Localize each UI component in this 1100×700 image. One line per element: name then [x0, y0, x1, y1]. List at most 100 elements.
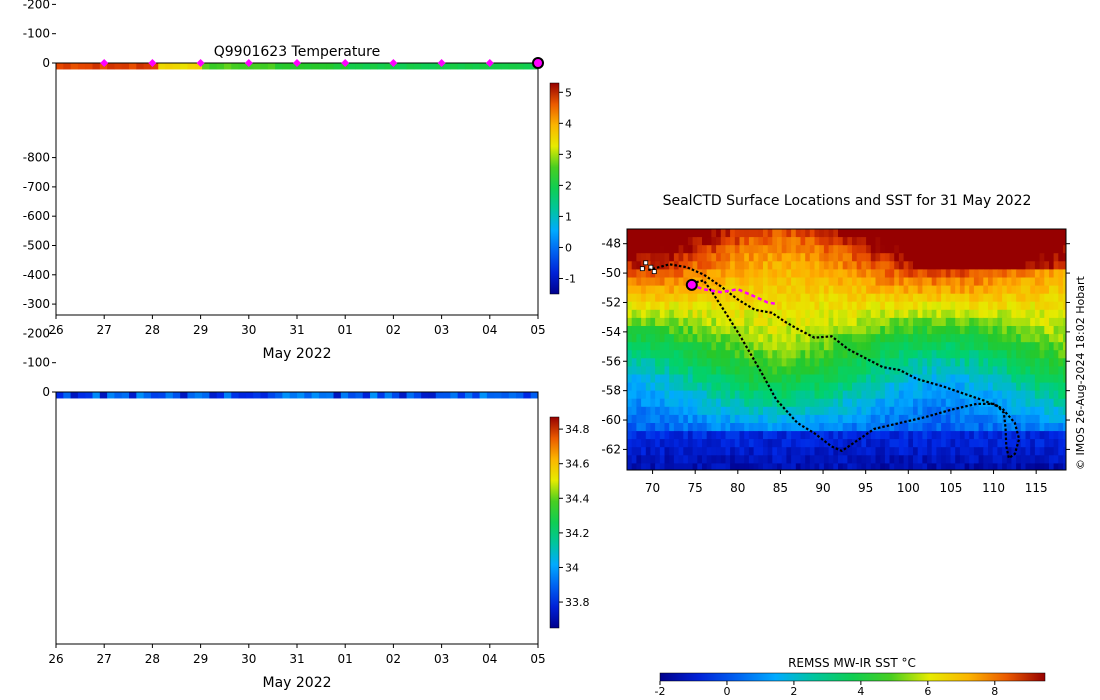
section-cell — [78, 345, 86, 351]
sst-cell — [687, 261, 694, 270]
sst-cell — [969, 245, 975, 254]
section-cell — [165, 392, 174, 399]
section-cell — [450, 28, 458, 34]
section-cell — [355, 287, 363, 293]
sst-cell — [903, 253, 909, 262]
section-cell — [501, 63, 510, 70]
sst-cell — [856, 326, 862, 335]
section-cell — [63, 16, 71, 22]
section-cell — [144, 51, 152, 57]
sst-cell — [1058, 390, 1064, 400]
section-cell — [173, 333, 181, 339]
section-cell — [202, 363, 210, 369]
sst-cell — [870, 350, 876, 359]
sst-cell — [917, 342, 923, 351]
section-cell — [202, 28, 210, 34]
sst-cell — [814, 366, 820, 375]
section-cell — [71, 51, 79, 57]
sst-cell — [645, 374, 651, 384]
section-cell — [421, 374, 429, 380]
section-cell — [501, 269, 509, 275]
section-cell — [260, 34, 268, 40]
section-cell — [246, 304, 254, 310]
section-cell — [56, 351, 64, 357]
sst-cell — [828, 317, 834, 327]
sst-cell — [1034, 277, 1041, 287]
sst-cell — [1016, 390, 1022, 400]
section-cell — [472, 228, 480, 234]
section-cell — [253, 281, 261, 287]
sst-cell — [894, 237, 900, 246]
section-cell — [516, 234, 524, 240]
sst-cell — [702, 398, 708, 408]
sst-cell — [917, 237, 923, 246]
sst-cell — [753, 237, 759, 246]
sst-cell — [870, 309, 876, 319]
sst-cell — [922, 382, 928, 392]
section-cell — [443, 16, 451, 22]
section-cell — [450, 22, 458, 28]
section-cell — [326, 339, 334, 345]
section-cell — [458, 40, 466, 46]
sst-cell — [927, 261, 933, 270]
section-cell — [239, 16, 247, 22]
sst-cell — [781, 317, 787, 327]
sst-cell — [739, 317, 745, 327]
section-cell — [297, 22, 305, 28]
sst-cell — [842, 293, 848, 303]
section-cell — [363, 339, 371, 345]
sst-cell — [772, 317, 778, 327]
sst-cell — [687, 382, 694, 392]
section-cell — [355, 281, 363, 287]
sst-cell — [716, 358, 722, 367]
section-cell — [246, 287, 254, 293]
sst-cell — [1006, 237, 1012, 246]
sst-cell — [734, 390, 740, 400]
section-cell — [297, 269, 305, 275]
sst-cell — [795, 301, 801, 311]
colorbar-tick-label: 34.6 — [565, 458, 590, 471]
section-cell — [114, 10, 122, 16]
section-cell — [348, 275, 356, 281]
section-cell — [443, 63, 451, 70]
section-cell — [509, 245, 517, 251]
sst-map-panel: SealCTD Surface Locations and SST for 31… — [601, 193, 1087, 698]
sst-cell — [950, 358, 956, 367]
sst-cell — [800, 390, 806, 400]
sst-cell — [758, 237, 764, 246]
sst-cell — [941, 334, 947, 343]
sst-cell — [955, 309, 961, 319]
sst-cell — [763, 269, 769, 278]
section-cell — [304, 369, 312, 375]
sst-cell — [641, 334, 647, 343]
section-cell — [363, 28, 371, 34]
sst-cell — [725, 301, 731, 311]
sst-cell — [772, 334, 778, 343]
sst-cell — [997, 309, 1003, 319]
sst-cell — [725, 366, 731, 375]
sst-cell — [809, 374, 815, 384]
section-cell — [136, 345, 144, 351]
sst-cell — [931, 382, 937, 392]
section-cell — [78, 351, 86, 357]
section-cell — [450, 357, 458, 363]
sst-cell — [772, 237, 778, 246]
sst-cell — [767, 301, 773, 311]
sst-cell — [678, 398, 684, 408]
sst-cell — [842, 326, 848, 335]
sst-cell — [1053, 293, 1059, 303]
sst-cell — [856, 293, 862, 303]
section-cell — [516, 251, 524, 257]
sst-cell — [697, 326, 703, 335]
sst-cell — [1063, 326, 1066, 335]
section-cell — [523, 22, 531, 28]
sst-cell — [1016, 350, 1022, 359]
sst-cell — [898, 342, 905, 351]
sst-cell — [884, 253, 891, 262]
sst-cell — [814, 358, 820, 367]
x-tick-label: 04 — [482, 652, 497, 666]
section-cell — [465, 51, 473, 57]
section-cell — [122, 298, 130, 304]
sst-cell — [936, 342, 942, 351]
section-cell — [114, 34, 122, 40]
